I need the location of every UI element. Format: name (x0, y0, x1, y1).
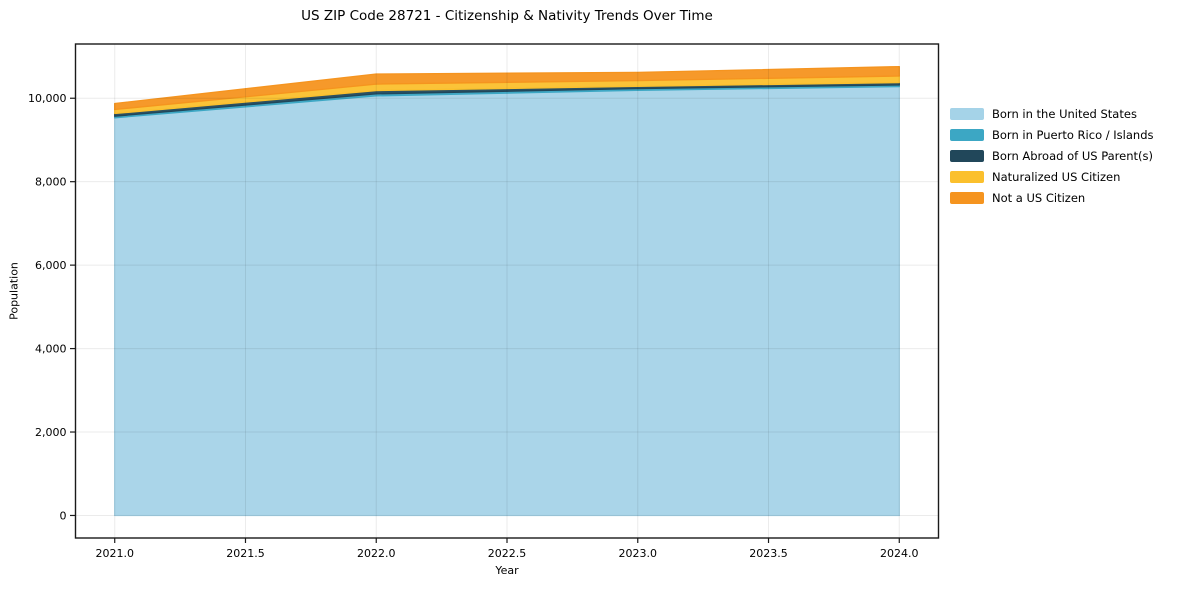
legend-color-swatch-icon (950, 107, 984, 120)
legend-label: Born Abroad of US Parent(s) (992, 148, 1153, 163)
y-tick-label: 2,000 (35, 426, 67, 439)
y-tick-label: 8,000 (35, 175, 67, 188)
legend-label: Not a US Citizen (992, 190, 1086, 205)
x-tick-label: 2022.0 (357, 547, 396, 560)
x-axis-label: Year (495, 564, 519, 577)
x-tick-label: 2023.0 (619, 547, 658, 560)
legend-label: Naturalized US Citizen (992, 169, 1121, 184)
legend-color-swatch-icon (950, 149, 984, 162)
legend-label: Born in Puerto Rico / Islands (992, 127, 1154, 142)
legend-color-swatch-icon (950, 191, 984, 204)
legend-entry-2: Born Abroad of US Parent(s) (950, 145, 1154, 166)
y-tick-label: 4,000 (35, 342, 67, 355)
area-series-4 (114, 65, 900, 111)
legend-entry-4: Not a US Citizen (950, 187, 1154, 208)
x-tick-label: 2023.5 (749, 547, 788, 560)
legend-label: Born in the United States (992, 106, 1137, 121)
x-tick-label: 2024.0 (880, 547, 919, 560)
x-tick-label: 2021.5 (226, 547, 265, 560)
legend-entry-0: Born in the United States (950, 103, 1154, 124)
y-tick-label: 6,000 (35, 259, 67, 272)
x-tick-label: 2021.0 (95, 547, 134, 560)
chart-title: US ZIP Code 28721 - Citizenship & Nativi… (301, 8, 713, 24)
y-axis-label: Population (7, 262, 21, 320)
x-tick-label: 2022.5 (488, 547, 527, 560)
legend: Born in the United States Born in Puerto … (950, 103, 1154, 208)
legend-entry-1: Born in Puerto Rico / Islands (950, 124, 1154, 145)
legend-color-swatch-icon (950, 170, 984, 183)
legend-color-swatch-icon (950, 128, 984, 141)
legend-entry-3: Naturalized US Citizen (950, 166, 1154, 187)
y-tick-label: 10,000 (28, 92, 67, 105)
y-tick-label: 0 (60, 509, 67, 522)
